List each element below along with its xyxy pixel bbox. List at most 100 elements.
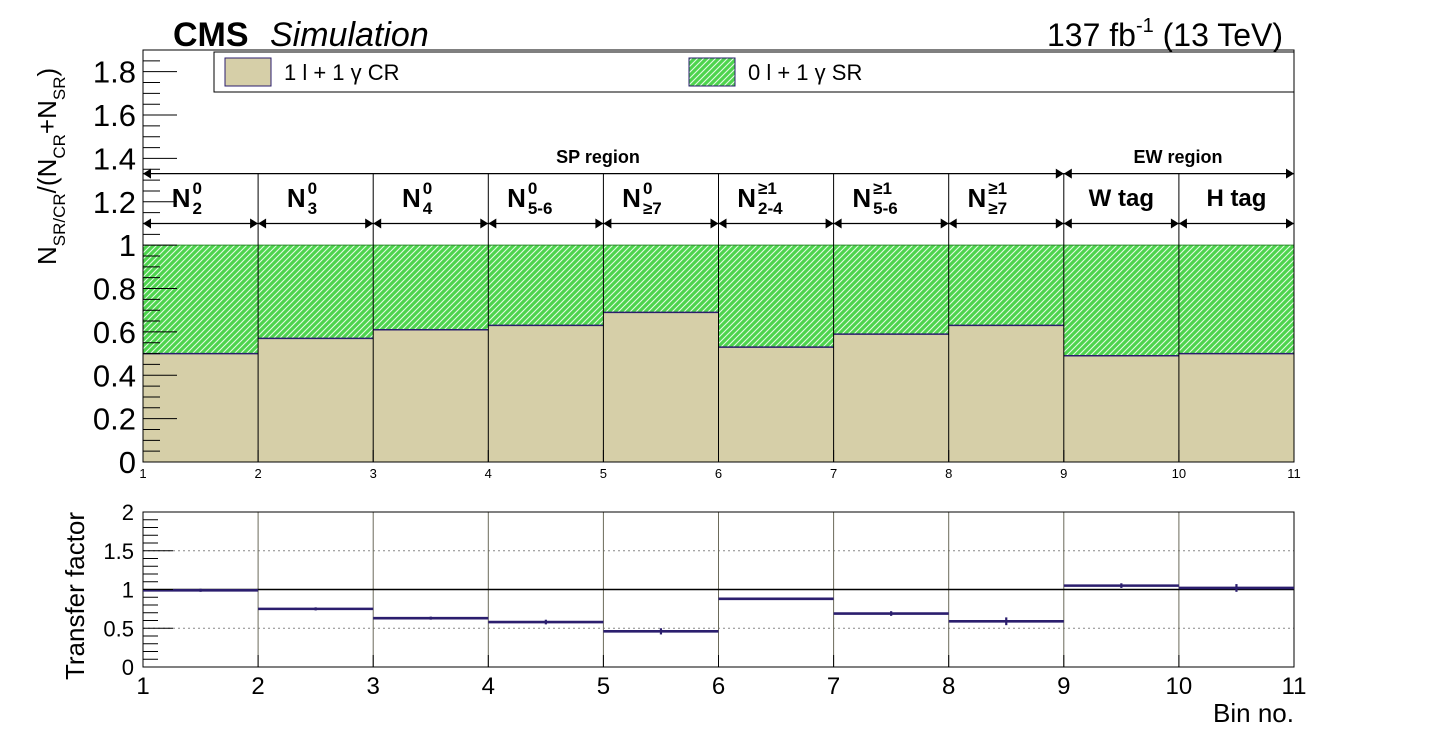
sr-bar — [603, 245, 719, 313]
arrow-head — [710, 218, 719, 229]
arrow-head — [1063, 168, 1072, 179]
bin-label: H tag — [1206, 185, 1266, 212]
bin-label-sub: 4 — [423, 199, 433, 218]
bin-labels: N 02 N 03 N 04 N 05-6 N 0≥7 N ≥12-4 N ≥15-6 N ≥1≥7 W tag… — [172, 179, 1267, 218]
ratio-y-tick-label: 1.5 — [103, 539, 134, 564]
top-y-tick-label: 1 — [119, 228, 136, 263]
top-panel: 0 0.2 0.4 0.6 0.8 1 1.2 1.4 1.6 1.8 1 2 3 4 5 6 7 8 9 10 11… — [32, 49, 1301, 481]
arrow-head — [718, 218, 727, 229]
bin-label-sup: ≥1 — [758, 179, 777, 198]
sr-bar — [718, 245, 834, 348]
ratio-points — [143, 583, 1294, 635]
ratio-x-tick-label: 9 — [1057, 673, 1070, 700]
bin-label-base: N — [402, 183, 421, 213]
legend-cr-swatch — [224, 57, 272, 87]
top-y-tick-label: 0.2 — [93, 402, 136, 437]
ratio-x-tick-label: 6 — [712, 673, 725, 700]
bin-label-base: N — [737, 183, 756, 213]
bin-label: W tag — [1089, 185, 1154, 212]
arrow-head — [1286, 218, 1294, 229]
ratio-y-axis: 0 0.5 1 1.5 2 — [103, 500, 173, 680]
cr-bar — [258, 338, 374, 462]
header: CMS Simulation 137 fb-1 (13 TeV) — [173, 15, 1283, 54]
ratio-x-axis-title: Bin no. — [1213, 698, 1294, 728]
arrow-head — [1055, 218, 1064, 229]
sp-region-label: SP region — [556, 147, 640, 167]
bin-label-base: N — [507, 183, 526, 213]
sr-bar — [488, 245, 604, 326]
top-x-tick-label: 3 — [370, 466, 377, 481]
ratio-grid — [143, 512, 1294, 667]
cr-bar — [143, 353, 259, 462]
legend-box — [213, 51, 1295, 93]
bin-label-sub: 5-6 — [873, 199, 898, 218]
bin-label-sub: 2 — [193, 199, 202, 218]
bin-label-sup: 0 — [528, 179, 537, 198]
top-x-tick-label: 7 — [830, 466, 837, 481]
sr-bar — [833, 245, 949, 335]
arrow-head — [1170, 218, 1179, 229]
ratio-x-tick-label: 2 — [251, 673, 264, 700]
ratio-x-tick-label: 5 — [597, 673, 610, 700]
ratio-x-axis: 1 2 3 4 5 6 7 8 9 10 11 — [136, 655, 1306, 700]
top-y-tick-label: 0.4 — [93, 358, 136, 393]
cr-bar — [373, 329, 489, 462]
top-x-tick-label: 10 — [1172, 466, 1186, 481]
arrow-head — [373, 218, 382, 229]
cms-label: CMS — [173, 16, 249, 54]
region-arrows — [143, 168, 1294, 229]
top-y-tick-label: 1.6 — [93, 98, 136, 133]
top-y-tick-label: 0.6 — [93, 315, 136, 350]
top-y-tick-label: 1.4 — [93, 141, 136, 176]
region-annotations: SP region EW region N 02 N 03 N 04 N 05-6 N 0≥7 N ≥… — [143, 147, 1294, 229]
top-x-tick-label: 6 — [715, 466, 722, 481]
bin-label-sup: 0 — [308, 179, 317, 198]
legend: 1 l + 1 γ CR 0 l + 1 γ SR — [213, 51, 1295, 93]
top-y-tick-label: 0 — [119, 445, 136, 480]
bin-label-base: N — [172, 183, 191, 213]
ratio-x-tick-label: 7 — [827, 673, 840, 700]
cr-bar — [1063, 355, 1179, 462]
top-x-axis: 1 2 3 4 5 6 7 8 9 10 11 — [139, 450, 1301, 481]
arrow-head — [365, 218, 374, 229]
arrow-head — [833, 218, 842, 229]
ratio-y-tick-label: 1 — [122, 578, 134, 603]
bin-label-sub: 2-4 — [758, 199, 783, 218]
legend-sr-swatch — [688, 57, 736, 87]
ratio-x-tick-label: 4 — [482, 673, 495, 700]
top-x-tick-label: 1 — [139, 466, 146, 481]
bin-label: N 03 — [287, 179, 317, 218]
arrow-head — [488, 218, 497, 229]
ratio-y-tick-label: 2 — [122, 500, 134, 525]
ratio-x-tick-label: 11 — [1282, 673, 1307, 700]
top-x-tick-label: 4 — [485, 466, 492, 481]
arrow-head — [825, 218, 834, 229]
arrow-head — [1178, 218, 1187, 229]
bin-label-base: N — [287, 183, 306, 213]
bin-label: N ≥15-6 — [852, 179, 897, 218]
arrow-head — [1063, 218, 1072, 229]
cr-bar — [603, 312, 719, 462]
cr-bar — [488, 325, 604, 462]
bin-label-sup: ≥1 — [873, 179, 892, 198]
ratio-x-tick-label: 1 — [136, 673, 149, 700]
arrow-head — [1055, 168, 1064, 179]
ratio-y-tick-label: 0 — [122, 655, 134, 680]
top-y-axis: 0 0.2 0.4 0.6 0.8 1 1.2 1.4 1.6 1.8 — [93, 49, 177, 480]
cr-bar — [718, 347, 834, 462]
top-x-tick-label: 9 — [1060, 466, 1067, 481]
ratio-y-tick-label: 0.5 — [103, 616, 134, 641]
arrow-head — [1286, 168, 1294, 179]
top-y-axis-title: NSR/CR/(NCR+NSR) — [32, 68, 69, 265]
ratio-x-tick-label: 10 — [1166, 673, 1193, 700]
sr-bar — [1063, 245, 1179, 356]
simulation-label: Simulation — [270, 16, 429, 54]
bin-label-base: N — [852, 183, 871, 213]
sr-bar — [948, 245, 1064, 326]
bin-label-base: N — [967, 183, 986, 213]
cr-bar — [948, 325, 1064, 462]
sr-bar — [143, 245, 259, 354]
lumi-label: 137 fb-1 (13 TeV) — [1047, 15, 1283, 53]
legend-cr-label: 1 l + 1 γ CR — [284, 60, 400, 85]
sr-bar — [1178, 245, 1294, 354]
